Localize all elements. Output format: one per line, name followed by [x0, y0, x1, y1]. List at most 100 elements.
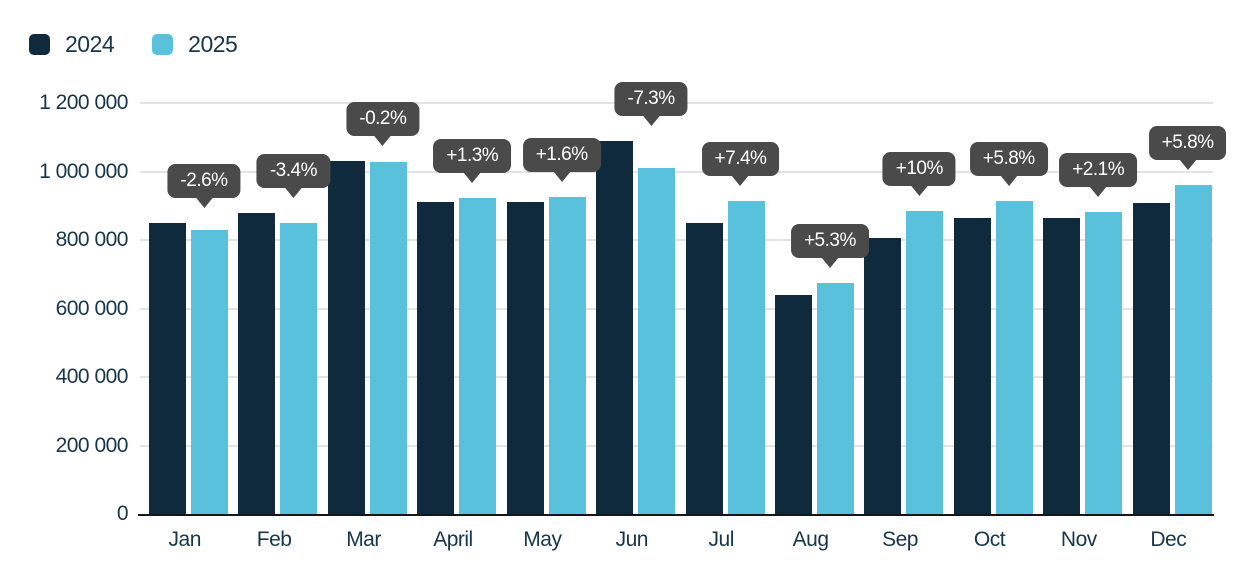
- bar-2025-jun[interactable]: [638, 168, 676, 514]
- month-group-jan: -2.6%: [140, 103, 241, 514]
- legend-item-2024[interactable]: 2024: [29, 31, 115, 58]
- x-axis-tick-label-mar: Mar: [346, 528, 381, 551]
- change-tooltip-label: +1.3%: [433, 139, 512, 174]
- plot-area: 1 200 000 1 000 000 800 000 600 000 400 000 2…: [39, 81, 1227, 551]
- x-axis-tick-label-april: April: [433, 528, 473, 551]
- bar-2025-jan[interactable]: [191, 230, 228, 514]
- x-axis-tick-label-dec: Dec: [1150, 528, 1187, 551]
- bar-2024-mar[interactable]: [327, 161, 365, 514]
- tooltip-tail-icon: [731, 175, 750, 187]
- bar-2024-jun[interactable]: [596, 140, 634, 514]
- tooltip-tail-icon: [910, 184, 929, 196]
- tooltip-tail-icon: [820, 257, 839, 269]
- x-axis-tick-label-sep: Sep: [882, 528, 918, 551]
- x-axis-tick-label-oct: Oct: [973, 528, 1006, 551]
- x-axis-tick-label-nov: Nov: [1060, 528, 1097, 551]
- month-group-may: +1.6%: [498, 103, 601, 514]
- gridline: [140, 170, 1213, 173]
- change-tooltip-label: +10%: [882, 151, 956, 186]
- y-axis-tick-label: 1 000 000: [39, 159, 128, 183]
- x-axis-tick-label-feb: Feb: [256, 528, 292, 551]
- y-axis-tick-label: 200 000: [55, 433, 129, 457]
- bar-2024-aug[interactable]: [774, 294, 812, 514]
- bar-2024-dec[interactable]: [1132, 203, 1170, 514]
- change-tooltip-label: +1.6%: [522, 138, 601, 173]
- bar-2025-jul[interactable]: [727, 201, 765, 514]
- bar-2024-sep[interactable]: [864, 238, 902, 514]
- x-axis-tick-label-jun: Jun: [615, 528, 649, 551]
- bar-2025-oct[interactable]: [995, 200, 1033, 514]
- change-tooltip-may: +1.6%: [522, 138, 601, 183]
- y-axis-tick-label: 0: [116, 502, 129, 525]
- tooltip-tail-icon: [373, 135, 392, 147]
- change-tooltip-jun: -7.3%: [614, 81, 688, 126]
- change-tooltip-jul: +7.4%: [701, 142, 780, 187]
- month-group-dec: +5.8%: [1124, 103, 1227, 514]
- tooltip-tail-icon: [642, 114, 661, 126]
- bar-2024-april[interactable]: [417, 202, 455, 514]
- change-tooltip-label: -2.6%: [167, 163, 241, 198]
- y-axis-tick-label: 600 000: [55, 296, 129, 320]
- legend-label-2025: 2025: [188, 31, 238, 57]
- tooltip-tail-icon: [1178, 158, 1197, 170]
- change-tooltip-label: +7.4%: [701, 142, 780, 177]
- gridline: [140, 307, 1213, 310]
- bar-2025-nov[interactable]: [1085, 211, 1123, 514]
- change-tooltip-aug: +5.3%: [790, 224, 869, 269]
- bar-2024-oct[interactable]: [953, 217, 991, 514]
- x-axis-tick-label-may: May: [523, 528, 562, 551]
- tooltip-tail-icon: [194, 196, 213, 208]
- bar-2025-sep[interactable]: [906, 210, 944, 514]
- change-tooltip-label: -7.3%: [614, 81, 688, 116]
- gridline: [140, 239, 1213, 241]
- change-tooltip-jan: -2.6%: [167, 163, 241, 208]
- bar-2025-aug[interactable]: [816, 283, 854, 514]
- month-group-april: +1.3%: [408, 103, 512, 514]
- change-tooltip-sep: +10%: [882, 151, 956, 196]
- tooltip-tail-icon: [463, 172, 482, 184]
- month-group-mar: -0.2%: [319, 102, 420, 514]
- change-tooltip-label: -0.2%: [346, 102, 420, 137]
- month-group-nov: +2.1%: [1034, 103, 1138, 514]
- change-tooltip-mar: -0.2%: [346, 102, 420, 147]
- bar-2024-jan[interactable]: [149, 222, 186, 514]
- bar-2025-dec[interactable]: [1174, 184, 1212, 514]
- change-tooltip-dec: +5.8%: [1148, 125, 1227, 170]
- y-axis-tick-label: 800 000: [55, 228, 129, 251]
- month-group-oct: +5.8%: [945, 103, 1048, 514]
- bar-2025-feb[interactable]: [280, 222, 318, 514]
- legend: 2024 2025: [29, 31, 238, 58]
- legend-label-2024: 2024: [65, 31, 115, 57]
- bar-2025-april[interactable]: [459, 198, 497, 514]
- change-tooltip-oct: +5.8%: [969, 141, 1048, 186]
- month-group-aug: +5.3%: [766, 103, 869, 514]
- bar-2024-nov[interactable]: [1043, 217, 1081, 514]
- bar-2024-may[interactable]: [506, 202, 544, 514]
- bar-2024-feb[interactable]: [238, 212, 276, 514]
- change-tooltip-label: +5.8%: [1148, 125, 1227, 160]
- change-tooltip-april: +1.3%: [433, 139, 512, 184]
- legend-swatch-2025-icon: [152, 34, 174, 55]
- change-tooltip-nov: +2.1%: [1059, 152, 1138, 197]
- tooltip-tail-icon: [999, 174, 1018, 186]
- month-group-jul: +7.4%: [677, 103, 780, 514]
- tooltip-tail-icon: [552, 171, 571, 183]
- month-group-feb: -3.4%: [229, 103, 330, 514]
- month-group-sep: +10%: [855, 103, 956, 514]
- x-axis-line: [138, 514, 1214, 516]
- x-axis-tick-label-jul: Jul: [708, 528, 735, 551]
- tooltip-tail-icon: [1089, 185, 1108, 197]
- legend-item-2025[interactable]: 2025: [152, 31, 238, 58]
- tooltip-tail-icon: [284, 186, 303, 198]
- change-tooltip-label: +5.3%: [790, 224, 869, 259]
- change-tooltip-feb: -3.4%: [256, 153, 330, 198]
- x-axis-tick-label-aug: Aug: [792, 528, 829, 551]
- x-axis-tick-label-jan: Jan: [168, 528, 202, 551]
- bar-2025-mar[interactable]: [369, 161, 407, 514]
- legend-swatch-2024-icon: [29, 34, 50, 55]
- gridline: [140, 376, 1213, 378]
- change-tooltip-label: -3.4%: [256, 153, 330, 188]
- bar-2024-jul[interactable]: [685, 222, 723, 514]
- bar-2025-may[interactable]: [548, 197, 586, 514]
